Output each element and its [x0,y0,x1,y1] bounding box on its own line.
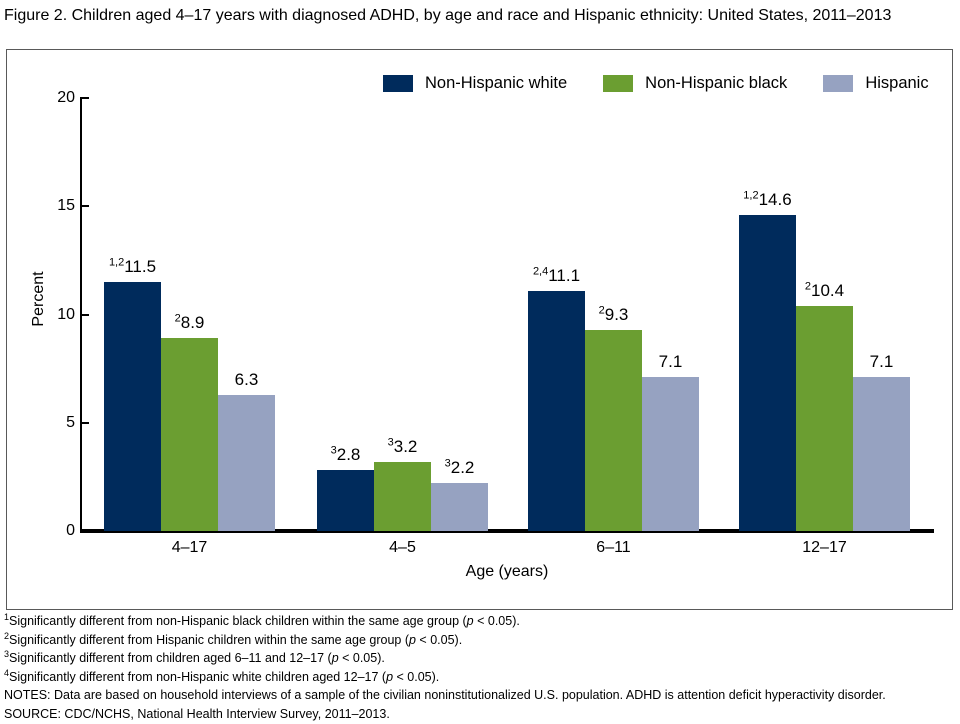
y-axis-tick [80,313,89,316]
bar-value-label: 29.3 [598,304,629,324]
bar-4-5-non-hispanic-white [317,470,374,531]
x-axis-category-label: 4–17 [171,539,208,556]
figure-title: Figure 2. Children aged 4–17 years with … [4,7,892,24]
bar-value-label: 28.9 [174,312,205,332]
y-axis-tick [80,205,89,208]
legend-swatch-non-hispanic-white [383,75,413,92]
legend-item-hispanic: Hispanic [823,74,929,93]
y-axis-tick-label: 0 [66,522,75,539]
legend-item-non-hispanic-white: Non-Hispanic white [383,74,567,93]
bar-value-label: 1,214.6 [743,189,792,209]
bar-12-17-hispanic [853,377,910,531]
footnotes: 1Significantly different from non-Hispan… [4,612,956,724]
y-axis-tick-label: 10 [57,305,75,323]
y-axis-line [80,98,82,531]
x-axis-title: Age (years) [465,563,549,580]
x-axis-category-label: 4–5 [389,539,416,556]
bar-value-label: 210.4 [804,280,845,300]
bar-value-label: 32.2 [444,457,475,477]
bar-4-17-non-hispanic-black [161,338,218,531]
bar-value-label: 1,211.5 [108,256,157,276]
x-axis-category-label: 12–17 [802,539,847,556]
bar-4-17-hispanic [218,395,275,531]
bar-value-label: 6.3 [234,370,259,389]
legend-label-non-hispanic-white: Non-Hispanic white [425,74,568,92]
footnote-line: 1Significantly different from non-Hispan… [4,611,520,628]
source-line: SOURCE: CDC/NCHS, National Health Interv… [4,706,390,721]
bar-6-11-non-hispanic-white [528,291,585,531]
legend: Non-Hispanic white Non-Hispanic black Hi… [383,74,929,93]
bar-12-17-non-hispanic-black [796,306,853,531]
bar-4-5-hispanic [431,483,488,531]
bar-value-label: 33.2 [387,436,418,456]
legend-label-non-hispanic-black: Non-Hispanic black [645,74,788,92]
bar-4-5-non-hispanic-black [374,462,431,531]
bar-value-label: 2,411.1 [532,265,581,285]
legend-label-hispanic: Hispanic [865,74,929,92]
legend-swatch-hispanic [823,75,854,92]
y-axis-tick-label: 15 [57,197,75,215]
y-axis-tick [80,97,89,99]
footnote-line: 4Significantly different from non-Hispan… [4,667,440,684]
footnote-line: 2Significantly different from Hispanic c… [4,630,463,647]
chart-frame: 0 5 10 15 20 1,211.5 32.8 2,411.1 1,214.6 28.9 33.… [6,49,953,610]
bar-6-11-hispanic [642,377,699,531]
y-axis-tick-label: 5 [66,413,75,431]
x-axis-line [80,529,934,533]
y-axis-title: Percent [30,271,47,327]
bar-value-label: 7.1 [869,352,894,371]
plot-area: 0 5 10 15 20 1,211.5 32.8 2,411.1 1,214.6 28.9 33.… [7,50,952,609]
bar-4-17-non-hispanic-white [104,282,161,531]
notes-line: NOTES: Data are based on household inter… [4,688,886,703]
bar-value-label: 7.1 [658,352,683,371]
x-axis-category-label: 6–11 [596,539,631,556]
bar-6-11-non-hispanic-black [585,330,642,531]
footnote-line: 3Significantly different from children a… [4,649,385,666]
y-axis-tick [80,421,89,424]
bar-value-label: 32.8 [330,444,361,464]
legend-item-non-hispanic-black: Non-Hispanic black [603,74,787,93]
footnote-list: 1Significantly different from non-Hispan… [4,612,956,686]
bar-12-17-non-hispanic-white [739,215,796,531]
y-axis-tick-label: 20 [57,89,75,106]
legend-swatch-non-hispanic-black [603,75,634,92]
